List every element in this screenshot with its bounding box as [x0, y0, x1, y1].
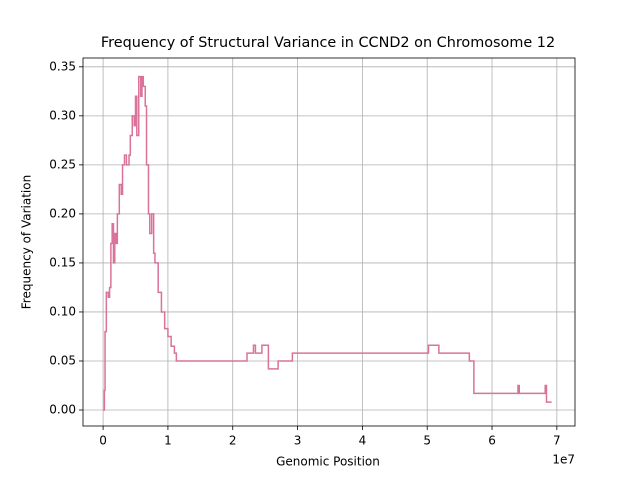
x-tick-label: 5 [423, 434, 431, 448]
x-tick-label: 2 [229, 434, 237, 448]
x-tick-label: 7 [553, 434, 561, 448]
y-tick-label: 0.15 [49, 255, 76, 269]
x-tick-label: 1 [164, 434, 172, 448]
y-tick-label: 0.35 [49, 59, 76, 73]
y-tick-label: 0.00 [49, 403, 76, 417]
x-tick-label: 4 [359, 434, 367, 448]
axes-frame [82, 57, 576, 427]
chart-title: Frequency of Structural Variance in CCND… [101, 35, 555, 51]
y-axis-label: Frequency of Variation [20, 175, 34, 309]
y-tick-label: 0.05 [49, 353, 76, 367]
y-tick-label: 0.10 [49, 304, 76, 318]
y-tick-label: 0.20 [49, 206, 76, 220]
data-line [103, 75, 552, 411]
y-tick-label: 0.30 [49, 108, 76, 122]
x-tick-label: 6 [488, 434, 496, 448]
x-offset-label: 1e7 [552, 453, 575, 467]
y-tick-label: 0.25 [49, 157, 76, 171]
x-tick-label: 3 [294, 434, 302, 448]
x-axis-label: Genomic Position [276, 455, 380, 469]
x-tick-label: 0 [99, 434, 107, 448]
